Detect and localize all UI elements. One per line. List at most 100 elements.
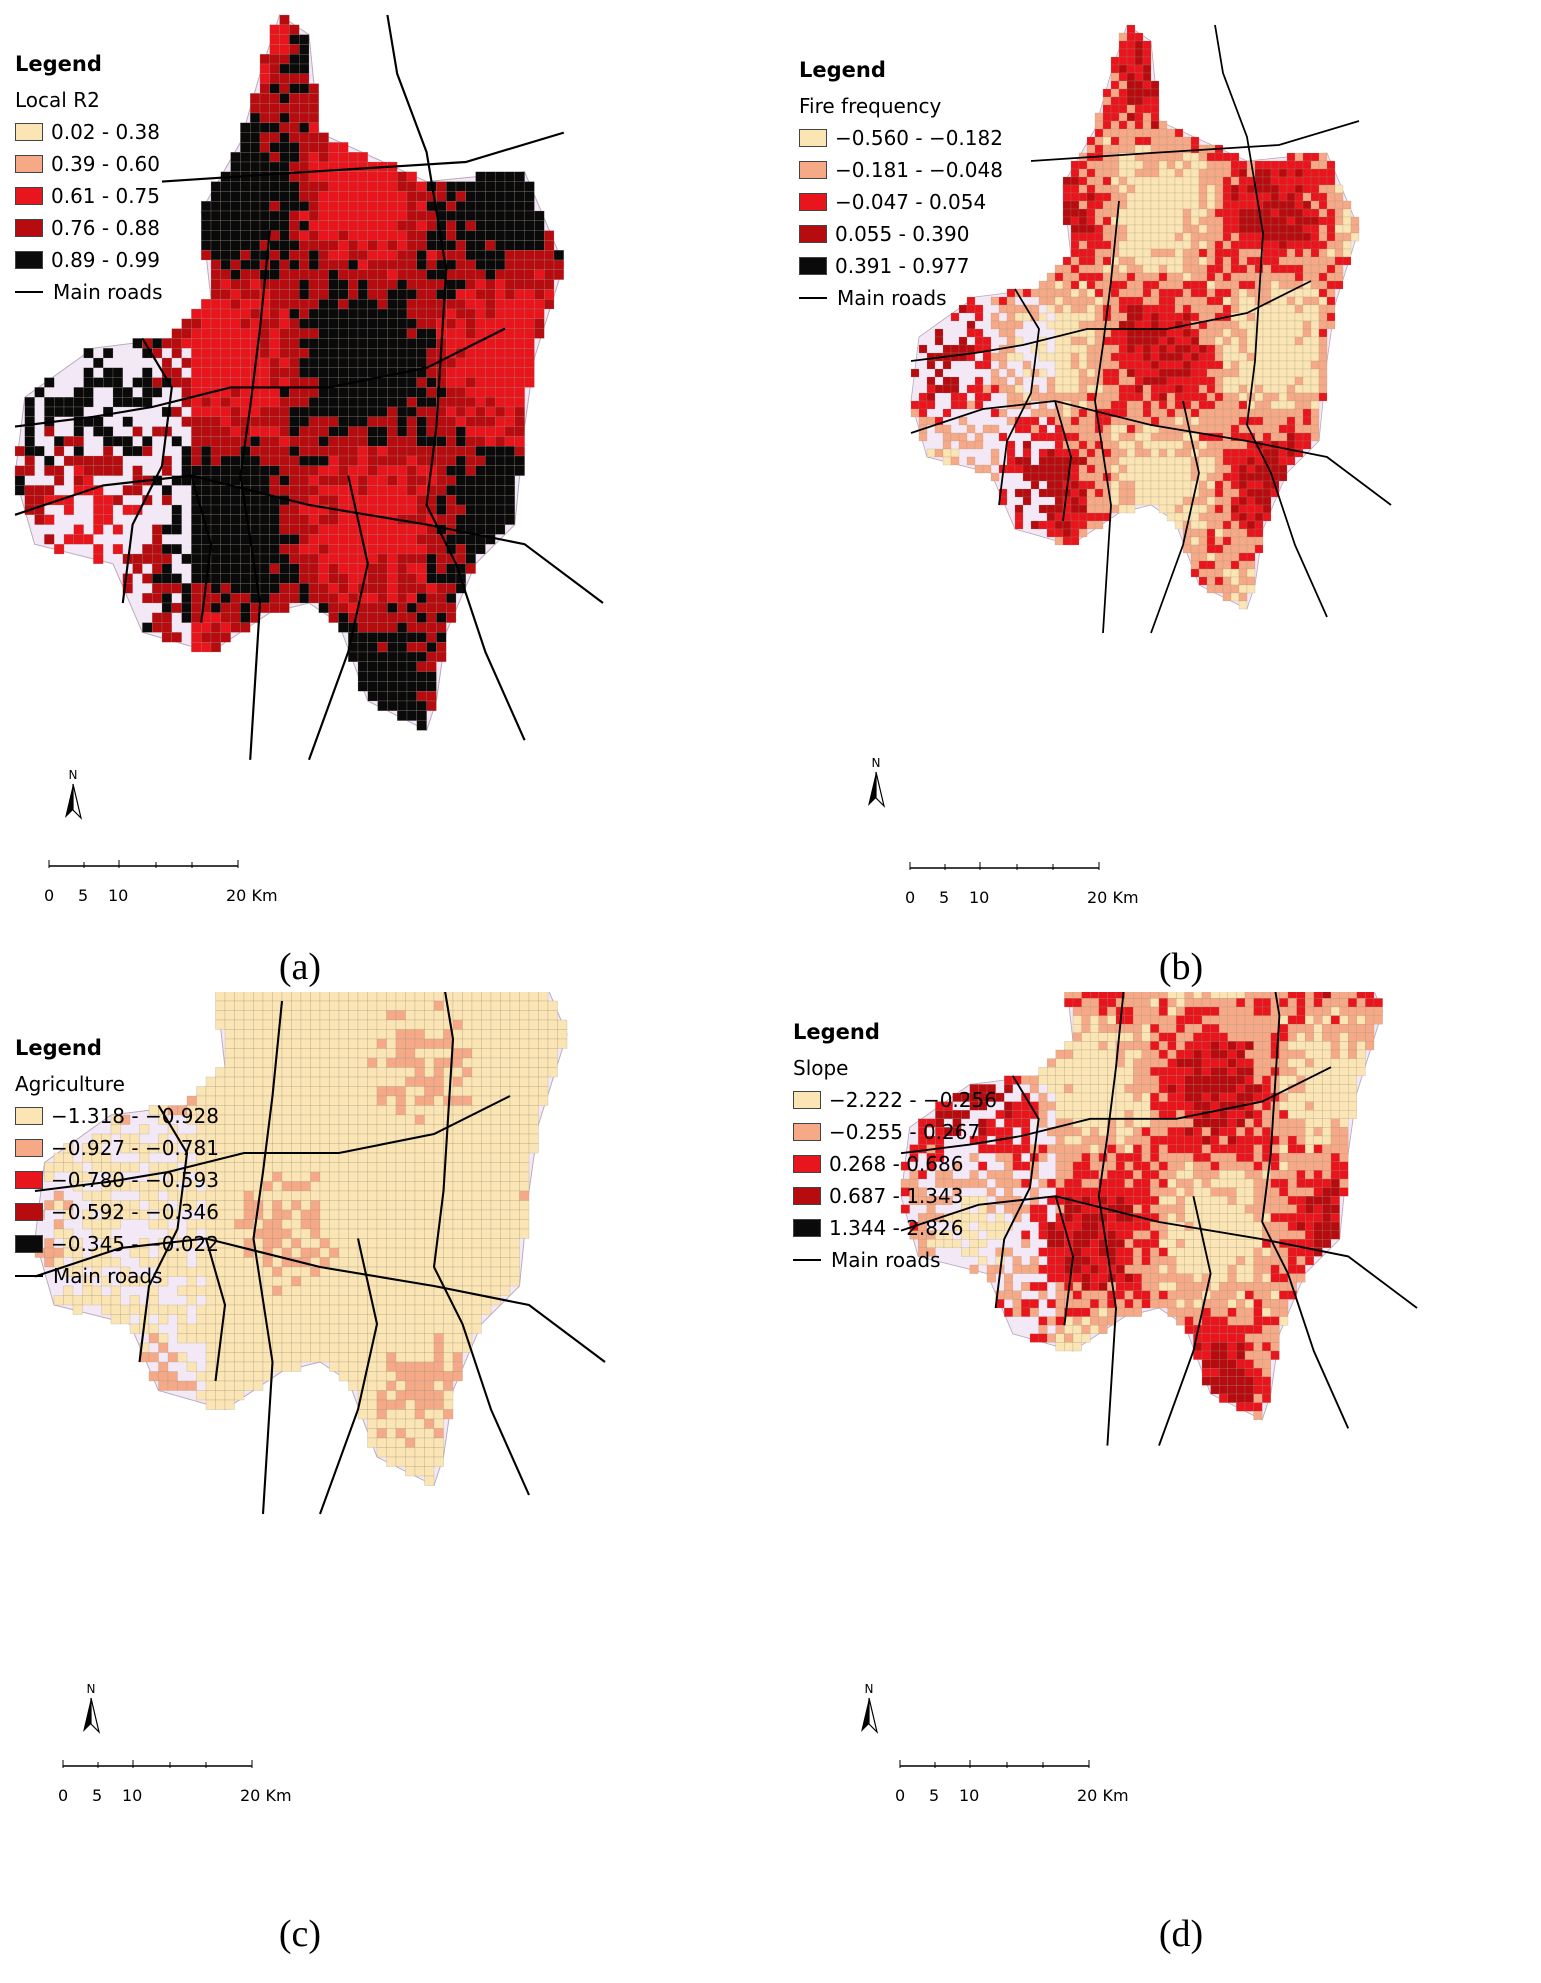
grid-cell bbox=[220, 544, 231, 555]
grid-cell bbox=[1230, 496, 1240, 506]
grid-cell bbox=[1334, 216, 1344, 226]
grid-cell bbox=[1182, 304, 1192, 314]
grid-cell bbox=[455, 377, 466, 388]
grid-cell bbox=[250, 210, 261, 221]
grid-cell bbox=[519, 1114, 530, 1125]
grid-cell bbox=[269, 446, 280, 457]
grid-cell bbox=[281, 1019, 292, 1030]
grid-cell bbox=[262, 1114, 273, 1125]
grid-cell bbox=[397, 220, 408, 231]
grid-cell bbox=[1134, 296, 1144, 306]
grid-cell bbox=[240, 289, 251, 300]
grid-cell bbox=[1262, 488, 1272, 498]
grid-cell bbox=[1262, 320, 1272, 330]
grid-cell bbox=[475, 377, 486, 388]
grid-cell bbox=[1150, 264, 1160, 274]
grid-cell bbox=[397, 171, 408, 182]
grid-cell bbox=[240, 357, 251, 368]
grid-cell bbox=[338, 455, 349, 466]
grid-cell bbox=[534, 279, 545, 290]
grid-cell bbox=[481, 1048, 492, 1059]
grid-cell bbox=[436, 201, 447, 212]
grid-cell bbox=[1166, 376, 1176, 386]
grid-cell bbox=[386, 1029, 397, 1040]
grid-cell bbox=[1046, 528, 1056, 538]
grid-cell bbox=[405, 1076, 416, 1087]
grid-cell bbox=[1310, 416, 1320, 426]
grid-cell bbox=[357, 495, 368, 506]
grid-cell bbox=[319, 1048, 330, 1059]
grid-cell bbox=[376, 1000, 387, 1011]
grid-cell bbox=[338, 553, 349, 564]
grid-cell bbox=[308, 563, 319, 574]
grid-cell bbox=[414, 1067, 425, 1078]
grid-cell bbox=[161, 563, 172, 574]
grid-cell bbox=[279, 524, 290, 535]
grid-cell bbox=[348, 553, 359, 564]
grid-cell bbox=[63, 406, 74, 417]
grid-cell bbox=[318, 367, 329, 378]
grid-cell bbox=[224, 1095, 235, 1106]
main-road-line bbox=[14, 474, 604, 604]
grid-cell bbox=[1030, 304, 1040, 314]
grid-cell bbox=[1142, 352, 1152, 362]
grid-cell bbox=[1046, 392, 1056, 402]
grid-cell bbox=[291, 1000, 302, 1011]
grid-cell bbox=[950, 312, 960, 322]
grid-cell bbox=[1086, 336, 1096, 346]
grid-cell bbox=[1222, 408, 1232, 418]
legend-item: 0.76 - 0.88 bbox=[15, 212, 163, 244]
grid-cell bbox=[500, 1152, 511, 1163]
grid-cell bbox=[1150, 272, 1160, 282]
grid-cell bbox=[1198, 416, 1208, 426]
grid-cell bbox=[452, 1019, 463, 1030]
grid-cell bbox=[1166, 184, 1176, 194]
grid-cell bbox=[243, 1076, 254, 1087]
grid-cell bbox=[475, 524, 486, 535]
grid-cell bbox=[1126, 328, 1136, 338]
grid-cell bbox=[406, 240, 417, 251]
grid-cell bbox=[291, 1133, 302, 1144]
grid-cell bbox=[269, 328, 280, 339]
grid-cell bbox=[942, 456, 952, 466]
grid-cell bbox=[1014, 464, 1024, 474]
grid-cell bbox=[1174, 248, 1184, 258]
grid-cell bbox=[395, 1105, 406, 1116]
grid-cell bbox=[367, 1133, 378, 1144]
grid-cell bbox=[308, 524, 319, 535]
grid-cell bbox=[1150, 160, 1160, 170]
grid-cell bbox=[1158, 384, 1168, 394]
grid-cell bbox=[357, 671, 368, 682]
grid-cell bbox=[224, 1086, 235, 1097]
grid-cell bbox=[262, 1076, 273, 1087]
grid-cell bbox=[397, 397, 408, 408]
grid-cell bbox=[1166, 352, 1176, 362]
grid-cell bbox=[279, 161, 290, 172]
grid-cell bbox=[201, 426, 212, 437]
grid-cell bbox=[376, 1076, 387, 1087]
grid-cell bbox=[230, 348, 241, 359]
grid-cell bbox=[1062, 336, 1072, 346]
grid-cell bbox=[446, 299, 457, 310]
grid-cell bbox=[1334, 240, 1344, 250]
main-road-line bbox=[910, 280, 1312, 362]
grid-cell bbox=[230, 259, 241, 270]
grid-cell bbox=[966, 456, 976, 466]
grid-cell bbox=[1046, 448, 1056, 458]
grid-cell bbox=[279, 426, 290, 437]
grid-cell bbox=[289, 210, 300, 221]
grid-cell bbox=[1222, 216, 1232, 226]
grid-cell bbox=[367, 436, 378, 447]
grid-cell bbox=[328, 475, 339, 486]
grid-cell bbox=[395, 1114, 406, 1125]
grid-cell bbox=[1070, 480, 1080, 490]
grid-cell bbox=[475, 426, 486, 437]
grid-cell bbox=[1318, 376, 1328, 386]
grid-cell bbox=[54, 406, 65, 417]
grid-cell bbox=[524, 191, 535, 202]
grid-cell bbox=[509, 1095, 520, 1106]
grid-cell bbox=[426, 367, 437, 378]
grid-cell bbox=[122, 485, 133, 496]
grid-cell bbox=[161, 495, 172, 506]
grid-cell bbox=[974, 312, 984, 322]
